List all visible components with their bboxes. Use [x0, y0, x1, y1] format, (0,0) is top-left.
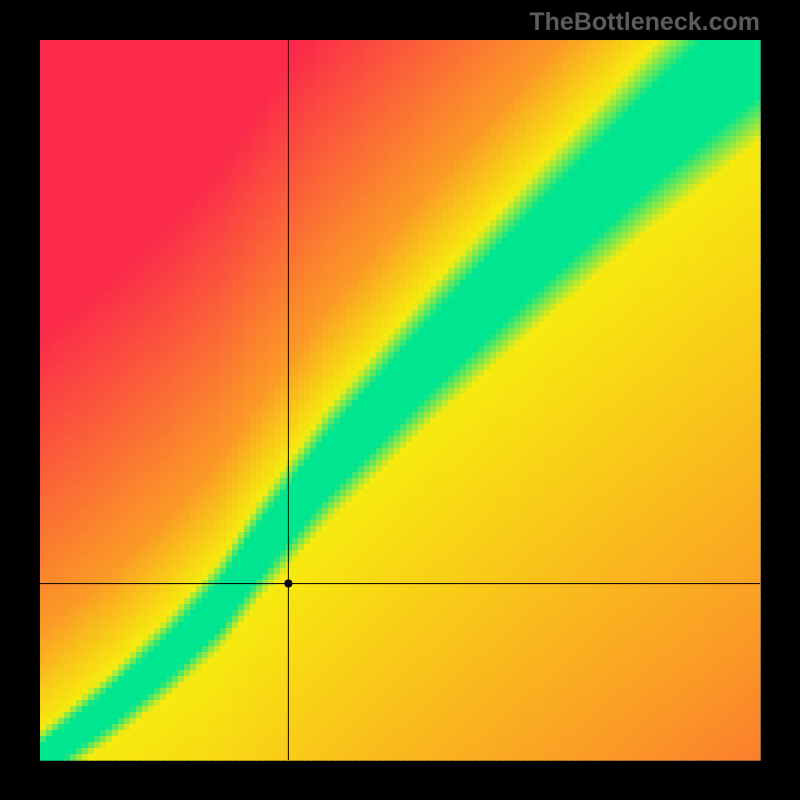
chart-container: TheBottleneck.com: [0, 0, 800, 800]
bottleneck-heatmap: [0, 0, 800, 800]
